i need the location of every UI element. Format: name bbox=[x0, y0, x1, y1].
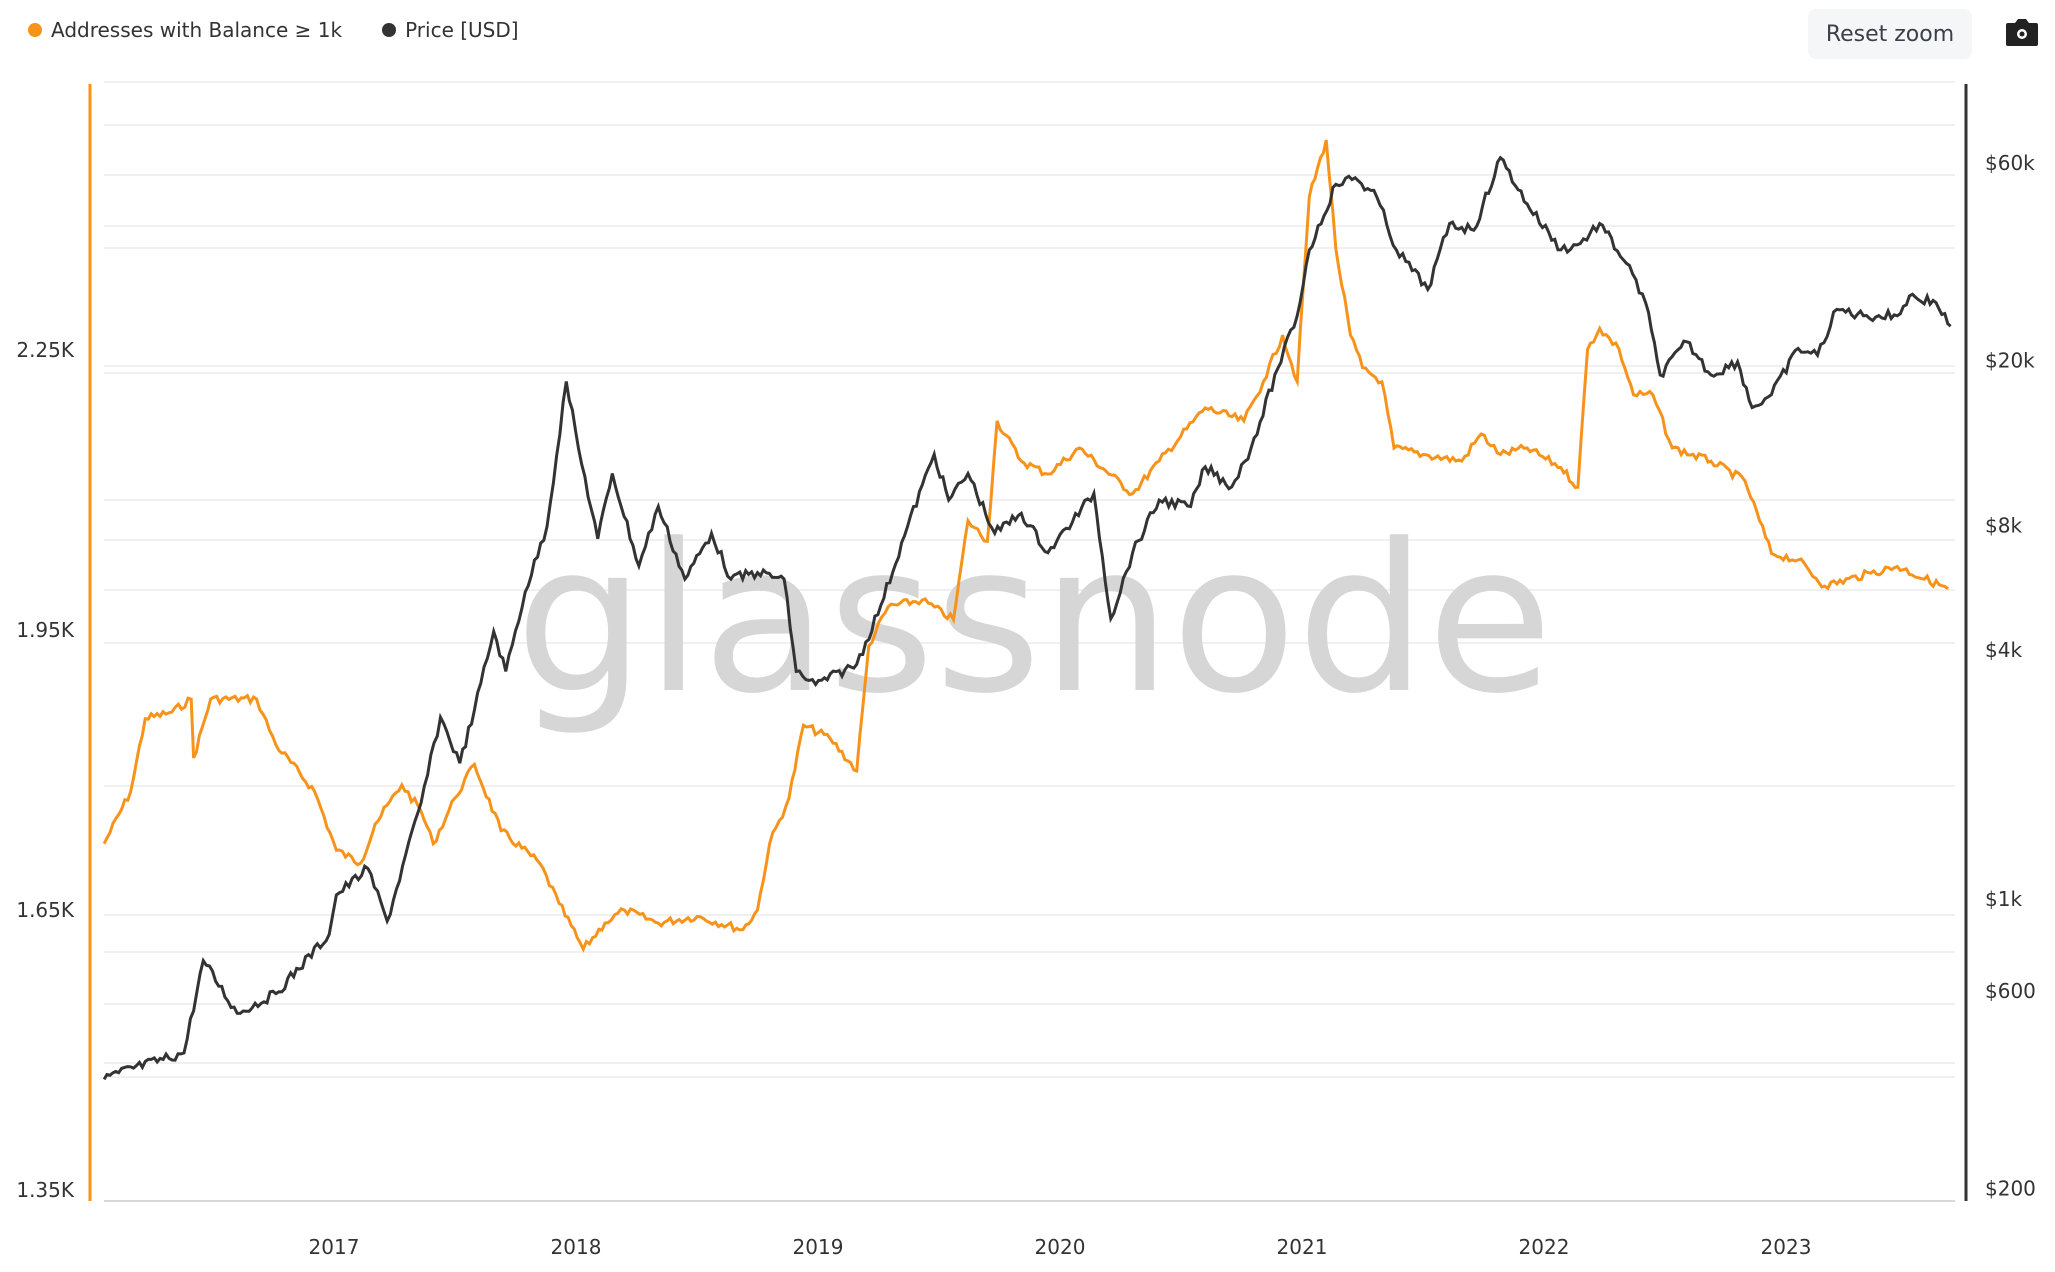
x-tick-label: 2021 bbox=[1277, 1235, 1328, 1259]
camera-icon[interactable] bbox=[2004, 16, 2040, 48]
watermark: glassnode bbox=[515, 501, 1553, 739]
legend-label: Price [USD] bbox=[405, 18, 519, 42]
y-left-tick-label: 1.65K bbox=[16, 898, 75, 922]
grid bbox=[104, 81, 1955, 1078]
reset-zoom-button[interactable]: Reset zoom bbox=[1808, 9, 1972, 59]
series-addresses-line bbox=[102, 139, 1950, 953]
y-right-tick-label: $8k bbox=[1985, 513, 2022, 537]
y-right-tick-label: $200 bbox=[1985, 1177, 2036, 1201]
x-tick-label: 2017 bbox=[309, 1235, 360, 1259]
series-price-line bbox=[102, 155, 1952, 1081]
dark-dot-icon bbox=[382, 23, 397, 37]
legend-item-addresses[interactable]: Addresses with Balance ≥ 1k bbox=[28, 18, 342, 42]
legend: Addresses with Balance ≥ 1k Price [USD] bbox=[28, 18, 519, 42]
orange-dot-icon bbox=[28, 23, 42, 37]
y-right-tick-label: $20k bbox=[1985, 349, 2035, 373]
y-right-tick-label: $1k bbox=[1985, 887, 2022, 911]
y-left-tick-label: 1.35K bbox=[16, 1178, 75, 1202]
x-tick-label: 2022 bbox=[1519, 1235, 1570, 1259]
x-tick-label: 2020 bbox=[1035, 1235, 1086, 1259]
y-left-tick-label: 1.95K bbox=[16, 618, 75, 642]
x-tick-label: 2019 bbox=[793, 1235, 844, 1259]
legend-item-price[interactable]: Price [USD] bbox=[382, 18, 519, 42]
y-right-tick-label: $60k bbox=[1985, 151, 2035, 175]
y-left-tick-label: 2.25K bbox=[16, 338, 75, 362]
legend-label: Addresses with Balance ≥ 1k bbox=[51, 18, 343, 42]
y-right-tick-label: $600 bbox=[1985, 979, 2036, 1003]
x-tick-label: 2018 bbox=[551, 1235, 602, 1259]
x-tick-label: 2023 bbox=[1761, 1235, 1812, 1259]
y-right-tick-label: $4k bbox=[1985, 638, 2022, 662]
